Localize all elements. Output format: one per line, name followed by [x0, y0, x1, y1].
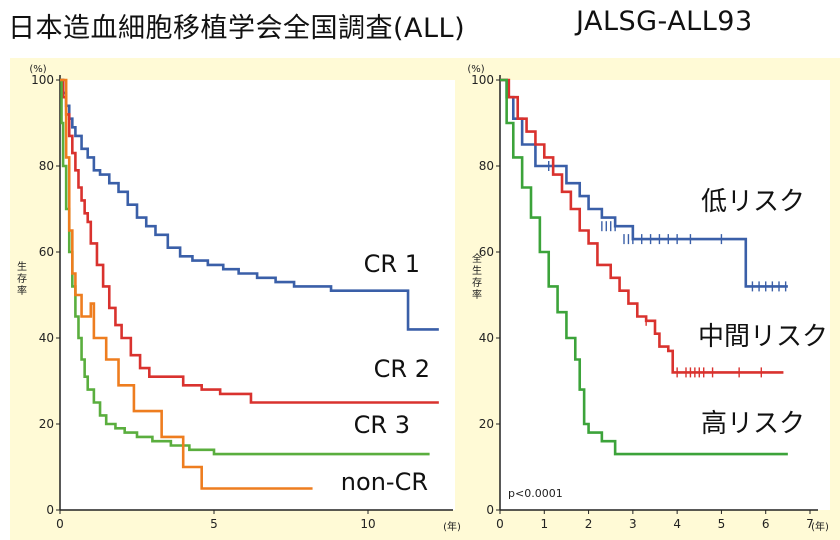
- series-label-2: CR 3: [354, 411, 410, 439]
- page-title-left: 日本造血細胞移植学会全国調査(ALL): [8, 13, 466, 44]
- series-label-1: 中間リスク: [698, 322, 828, 352]
- y-tick-label: 100: [471, 73, 494, 87]
- series-label-0: 低リスク: [701, 187, 805, 217]
- series-label-0: CR 1: [364, 250, 420, 278]
- series-line-1: [60, 78, 439, 404]
- y-tick-label: 0: [46, 503, 54, 517]
- x-tick-label: 6: [762, 517, 770, 531]
- y-tick-label: 60: [479, 245, 494, 259]
- y-tick-label: 20: [479, 417, 494, 431]
- x-tick-label: 3: [629, 517, 637, 531]
- left-chart: 0 20 40 60 80 100 0 5 10 (%) (年) 生存率 CR 1 CR 2 CR 3 non…: [17, 64, 461, 533]
- y-tick-label: 80: [39, 159, 54, 173]
- y-tick-label: 0: [486, 503, 494, 517]
- y-tick-label: 20: [39, 417, 54, 431]
- x-tick-label: 7: [806, 517, 814, 531]
- series-line-1: [500, 78, 784, 374]
- x-unit-label: (年): [443, 520, 461, 533]
- y-axis-label: 生存率: [17, 260, 27, 297]
- x-tick-label: 5: [718, 517, 726, 531]
- x-tick-label: 0: [496, 517, 504, 531]
- series-line-3: [60, 78, 313, 490]
- x-tick-label: 2: [585, 517, 593, 531]
- y-tick-label: 60: [39, 245, 54, 259]
- p-value-annotation: p<0.0001: [508, 487, 563, 500]
- series-line-0: [60, 78, 439, 331]
- y-axis-label: 全生存率: [472, 252, 482, 301]
- y-tick-label: 80: [479, 159, 494, 173]
- x-tick-label: 4: [673, 517, 681, 531]
- y-unit-label: (%): [29, 64, 46, 75]
- y-unit-label: (%): [467, 64, 484, 75]
- x-tick-label: 10: [360, 517, 375, 531]
- y-tick-label: 40: [479, 331, 494, 345]
- y-tick-label: 100: [31, 73, 54, 87]
- y-tick-label: 40: [39, 331, 54, 345]
- x-tick-label: 0: [56, 517, 64, 531]
- right-chart: 0 20 40 60 80 100 0 1 2 3 4 5 6 7 (%) (年) 全生存率 低リスク中間リスク高…: [467, 64, 829, 533]
- series-label-1: CR 2: [374, 355, 430, 383]
- series-label-3: non-CR: [341, 468, 428, 496]
- right-plot-area: [500, 80, 830, 510]
- series-line-2: [500, 78, 788, 456]
- left-plot-area: [60, 80, 455, 510]
- series-label-2: 高リスク: [701, 409, 805, 439]
- x-tick-label: 5: [210, 517, 218, 531]
- x-tick-label: 1: [540, 517, 548, 531]
- x-unit-label: (年): [811, 520, 829, 533]
- page-title-right: JALSG-ALL93: [576, 6, 753, 37]
